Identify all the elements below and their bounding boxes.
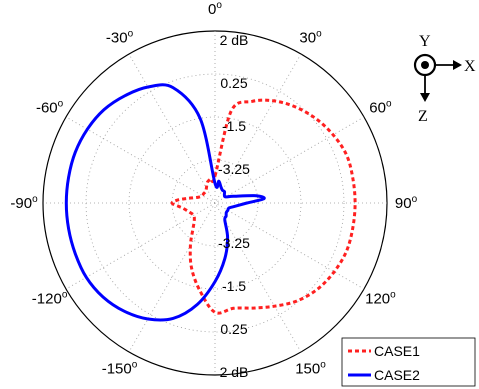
angle-tick-label: 0o [208, 0, 222, 18]
angle-tick-label: -90o [10, 194, 38, 212]
radial-tick-label: 0.25 [220, 75, 247, 91]
radial-tick-label: 2 dB [220, 364, 249, 380]
radial-tick-label: 0.25 [220, 321, 247, 337]
grid-circle [85, 73, 345, 333]
radial-tick-label: -3.25 [218, 235, 250, 251]
tick-labels: 0o30o60o90o120o150o180o-150o-120o-90o-60… [10, 0, 418, 380]
legend-case2-label: CASE2 [374, 367, 420, 383]
axis-x-label: X [464, 58, 476, 75]
angle-tick-label: -30o [106, 29, 134, 47]
angle-tick-label: 60o [369, 99, 392, 117]
angle-tick-label: -120o [32, 290, 68, 308]
legend: CASE1 CASE2 [341, 337, 476, 387]
angle-tick-label: -60o [36, 99, 64, 117]
polar-grid [43, 31, 387, 375]
axis-y-label: Y [419, 33, 431, 50]
legend-box [341, 337, 476, 387]
z-arrowhead-icon [420, 93, 430, 102]
grid-spoke [128, 53, 302, 353]
axis-dot-icon [421, 61, 429, 69]
angle-tick-label: 30o [299, 29, 322, 47]
angle-tick-label: 120o [365, 290, 396, 308]
radial-tick-label: 2 dB [220, 32, 249, 48]
grid-circle [128, 116, 302, 290]
coordinate-axes-glyph: Y X Z [413, 33, 476, 125]
angle-tick-label: 150o [295, 359, 326, 377]
radial-tick-label: -1.5 [222, 118, 246, 134]
axis-z-label: Z [418, 108, 428, 125]
radial-tick-label: -3.25 [218, 161, 250, 177]
legend-case1-label: CASE1 [374, 343, 420, 359]
series-line-case2 [64, 83, 266, 322]
series-layer [64, 83, 357, 322]
angle-tick-label: 90o [395, 194, 418, 212]
angle-tick-label: -150o [102, 359, 138, 377]
x-arrowhead-icon [453, 60, 462, 70]
radial-tick-label: -1.5 [222, 278, 246, 294]
